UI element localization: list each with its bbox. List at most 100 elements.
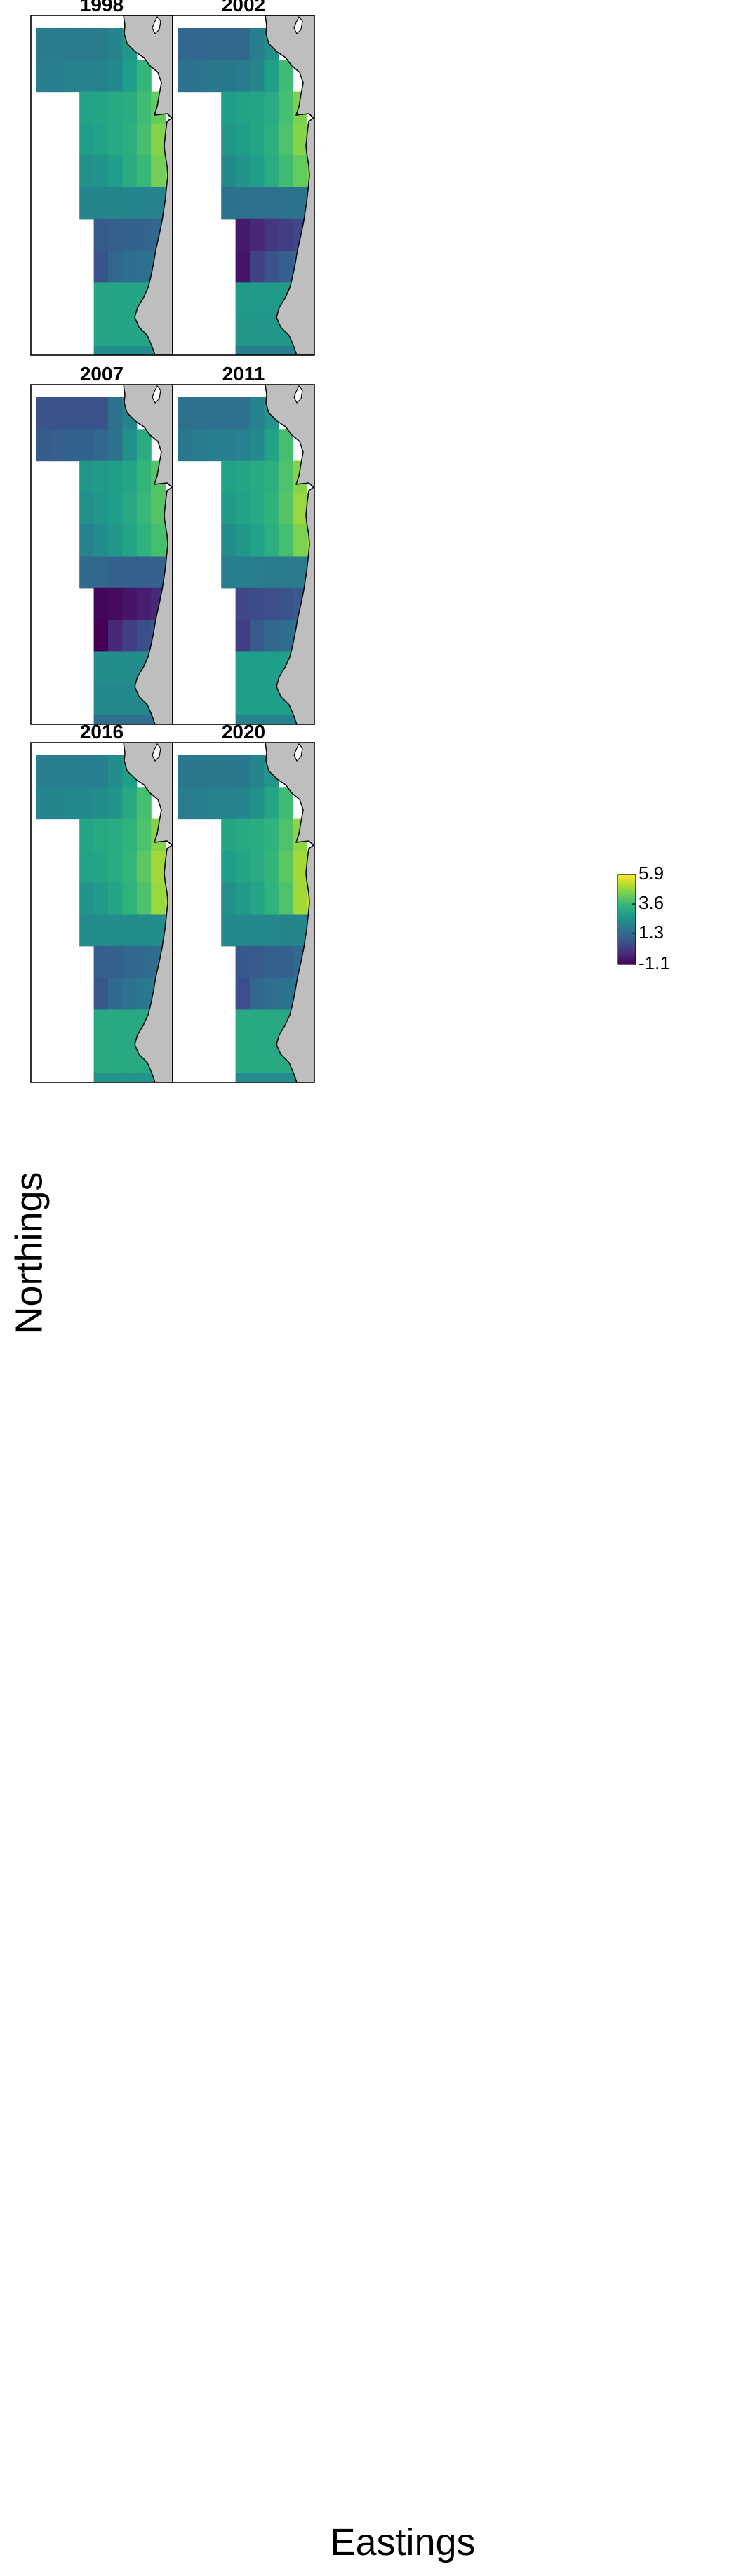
colorbar-tick-label: 1.3 xyxy=(639,922,664,943)
heatmap-cell xyxy=(250,787,265,820)
colorbar-tick-label: 3.6 xyxy=(639,892,664,913)
heatmap-cell xyxy=(65,429,80,462)
heatmap-cell xyxy=(79,882,95,915)
heatmap-cell xyxy=(235,123,251,156)
heatmap-cell xyxy=(108,787,123,820)
heatmap-cell xyxy=(264,1041,279,1074)
heatmap-cell xyxy=(108,346,123,355)
heatmap-cell xyxy=(221,818,236,851)
heatmap-cell xyxy=(136,187,152,220)
heatmap-cell xyxy=(178,787,193,820)
heatmap-cell xyxy=(235,755,251,788)
heatmap-cell xyxy=(221,28,236,60)
heatmap-cell xyxy=(122,556,138,589)
heatmap-cell xyxy=(250,429,265,462)
panel-border xyxy=(172,384,315,725)
heatmap-cell xyxy=(235,460,251,493)
heatmap-cell xyxy=(136,123,152,156)
heatmap-cell xyxy=(235,914,251,947)
heatmap-cell xyxy=(278,556,293,589)
heatmap-cell xyxy=(108,251,123,283)
heatmap-cell xyxy=(136,155,152,188)
heatmap-cell xyxy=(108,218,123,251)
heatmap-cell xyxy=(235,651,251,684)
heatmap-cell xyxy=(93,492,109,525)
heatmap-cell xyxy=(278,187,293,220)
heatmap-cell xyxy=(108,429,123,462)
heatmap-cell xyxy=(93,251,109,283)
heatmap-cell xyxy=(122,429,138,462)
heatmap-cell xyxy=(221,787,236,820)
heatmap-cell xyxy=(278,123,293,156)
heatmap-cell xyxy=(250,850,265,883)
heatmap-cell xyxy=(264,187,279,220)
panels-group: 1998 2002 2007 2011 2016 2020 xyxy=(30,0,336,1083)
heatmap-cell xyxy=(79,914,95,947)
heatmap-cell xyxy=(178,755,193,788)
heatmap-cell xyxy=(250,651,265,684)
heatmap-cell xyxy=(79,187,95,220)
heatmap-cell xyxy=(264,1073,279,1082)
heatmap-cell xyxy=(250,155,265,188)
heatmap-cell xyxy=(108,755,123,788)
heatmap-cell xyxy=(221,492,236,525)
heatmap-cell xyxy=(264,787,279,820)
heatmap-cell xyxy=(122,914,138,947)
panel-title: 2011 xyxy=(222,363,265,385)
heatmap-cell xyxy=(79,524,95,557)
heatmap-cell xyxy=(122,314,138,347)
heatmap-cell xyxy=(79,787,95,820)
heatmap-cell xyxy=(122,882,138,915)
heatmap-cell xyxy=(206,787,222,820)
heatmap-cell xyxy=(321,557,336,589)
heatmap-cell xyxy=(221,155,236,188)
heatmap-cell xyxy=(221,524,236,557)
heatmap-cell xyxy=(79,818,95,851)
heatmap-cell xyxy=(250,91,265,124)
heatmap-cell xyxy=(278,715,293,724)
heatmap-cell xyxy=(65,755,80,788)
heatmap-cell xyxy=(108,882,123,915)
heatmap-cell xyxy=(108,187,123,220)
heatmap-cell xyxy=(250,123,265,156)
heatmap-cell xyxy=(136,715,152,724)
heatmap-cell xyxy=(235,978,251,1010)
heatmap-cell xyxy=(250,882,265,915)
heatmap-cell xyxy=(136,587,152,620)
heatmap-cell xyxy=(221,60,236,93)
heatmap-cell xyxy=(235,218,251,251)
heatmap-cell xyxy=(264,460,279,493)
panel-2011: 2011 xyxy=(172,363,336,725)
heatmap-cell xyxy=(250,914,265,947)
panel-2002: 2002 xyxy=(172,0,336,356)
heatmap-cell xyxy=(264,346,279,355)
heatmap-cell xyxy=(321,187,336,220)
heatmap-cell xyxy=(235,397,251,430)
heatmap-cell xyxy=(79,460,95,493)
heatmap-cell xyxy=(235,492,251,525)
heatmap-cell xyxy=(122,282,138,315)
heatmap-cell xyxy=(79,91,95,124)
heatmap-cell xyxy=(108,556,123,589)
heatmap-cell xyxy=(136,460,152,493)
heatmap-cell xyxy=(151,556,166,589)
colorbar xyxy=(617,874,636,965)
heatmap-cell xyxy=(206,755,222,788)
heatmap-cell xyxy=(108,914,123,947)
heatmap-cell xyxy=(93,397,109,430)
heatmap-cell xyxy=(151,914,166,947)
heatmap-cell xyxy=(122,620,138,652)
heatmap-cell xyxy=(93,715,109,724)
heatmap-cell xyxy=(65,28,80,60)
heatmap-cell xyxy=(264,492,279,525)
heatmap-cell xyxy=(151,882,166,915)
heatmap-cell xyxy=(250,346,265,355)
heatmap-cell xyxy=(122,187,138,220)
heatmap-cell xyxy=(136,787,152,820)
heatmap-cell xyxy=(221,460,236,493)
heatmap-cell xyxy=(250,218,265,251)
heatmap-cell xyxy=(93,1041,109,1074)
heatmap-cell xyxy=(221,123,236,156)
heatmap-cell xyxy=(65,60,80,93)
heatmap-cell xyxy=(321,882,336,915)
